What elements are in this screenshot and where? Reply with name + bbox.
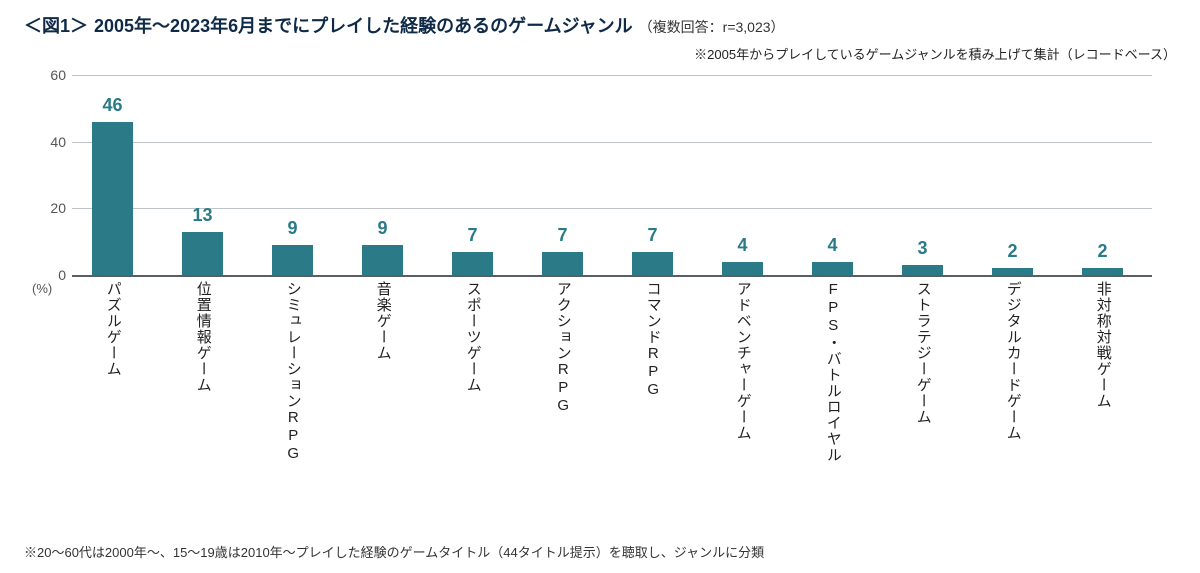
y-axis-unit: (%): [32, 281, 52, 296]
value-label: 9: [377, 218, 387, 239]
value-label: 9: [287, 218, 297, 239]
value-label: 7: [467, 225, 477, 246]
y-tick: 60: [32, 67, 66, 83]
category-labels: パズルゲーム 位置情報ゲーム シミュレーションRPG 音楽ゲーム スポーツゲーム アクショ…: [72, 281, 1152, 485]
category-label: 非対称対戦ゲーム: [1094, 281, 1111, 409]
value-label: 4: [827, 235, 837, 256]
bar-chart: 0204060 46139977744322 パズルゲーム位置情報ゲームシミュレ…: [24, 65, 1176, 485]
title-main: 2005年～2023年6月までにプレイした経験のあるのゲームジャンル: [94, 12, 633, 38]
value-label: 7: [647, 225, 657, 246]
category-label: ストラテジーゲーム: [914, 281, 931, 425]
title-prefix: ＜図1＞: [24, 12, 88, 38]
category-label: アクションRPG: [554, 281, 571, 415]
value-label: 46: [102, 95, 122, 116]
category-label: スポーツゲーム: [464, 281, 481, 393]
y-tick: 20: [32, 200, 66, 216]
value-labels: 46 13 9 9 7 7 7 4 4 3 2 2: [72, 75, 1152, 275]
value-label: 7: [557, 225, 567, 246]
value-label: 4: [737, 235, 747, 256]
category-label: 位置情報ゲーム: [194, 281, 211, 393]
figure-title: ＜図1＞ 2005年～2023年6月までにプレイした経験のあるのゲームジャンル …: [24, 12, 1176, 38]
footnote: ※20～60代は2000年～、15～19歳は2010年～プレイした経験のゲームタ…: [24, 542, 764, 561]
category-label: アドベンチャーゲーム: [734, 281, 751, 441]
category-label: シミュレーションRPG: [284, 281, 301, 463]
y-tick: 40: [32, 134, 66, 150]
value-label: 3: [917, 238, 927, 259]
category-label: コマンドRPG: [644, 281, 661, 399]
sub-note: ※2005年からプレイしているゲームジャンルを積み上げて集計（レコードベース）: [24, 44, 1176, 63]
category-label: デジタルカードゲーム: [1004, 281, 1021, 441]
x-axis-line: [72, 275, 1152, 277]
value-label: 2: [1007, 241, 1017, 262]
category-label: パズルゲーム: [104, 281, 121, 377]
category-label: FPS・バトルロイヤル: [824, 281, 841, 463]
category-label: 音楽ゲーム: [374, 281, 391, 361]
title-note: （複数回答：r=3,023）: [639, 17, 785, 37]
value-label: 13: [192, 205, 212, 226]
value-label: 2: [1097, 241, 1107, 262]
